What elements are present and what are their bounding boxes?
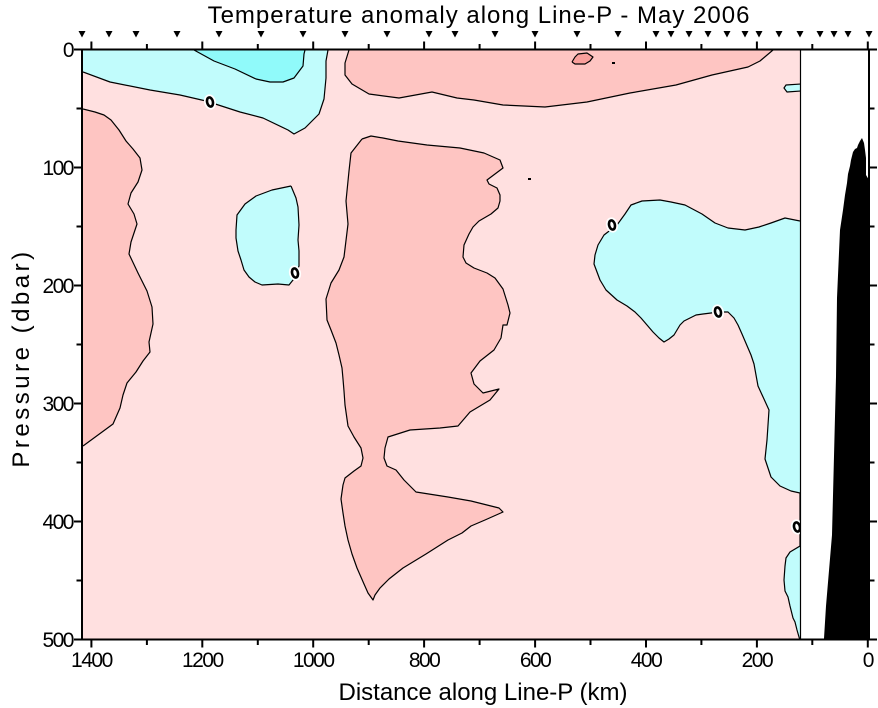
svg-text:600: 600 [520, 649, 551, 672]
svg-text:400: 400 [631, 649, 662, 672]
svg-text:500: 500 [42, 629, 73, 652]
svg-text:0: 0 [63, 39, 74, 62]
svg-text:1200: 1200 [182, 649, 224, 672]
svg-text:300: 300 [42, 393, 73, 416]
svg-text:Pressure (dbar): Pressure (dbar) [8, 248, 35, 467]
svg-text:1400: 1400 [71, 649, 113, 672]
svg-text:100: 100 [42, 157, 73, 180]
svg-text:1000: 1000 [293, 649, 335, 672]
svg-text:Distance along Line-P (km): Distance along Line-P (km) [338, 679, 627, 706]
svg-text:0: 0 [863, 649, 874, 672]
svg-text:200: 200 [742, 649, 773, 672]
svg-text:200: 200 [42, 275, 73, 298]
svg-text:800: 800 [409, 649, 440, 672]
svg-text:Temperature anomaly along Line: Temperature anomaly along Line-P - May 2… [208, 2, 751, 29]
svg-text:400: 400 [42, 511, 73, 534]
